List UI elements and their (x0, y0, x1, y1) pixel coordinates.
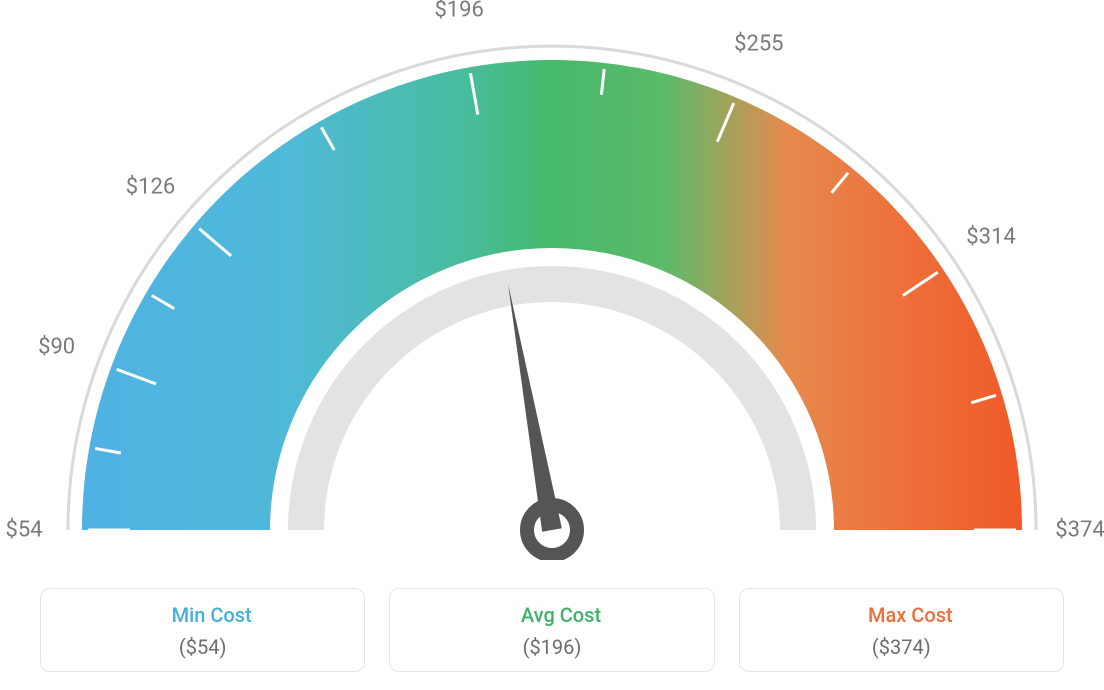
gauge-area: $54 $90 $126 $196 $255 $314 $374 (0, 0, 1104, 560)
gauge-svg (0, 0, 1104, 560)
legend-title: Min Cost (41, 603, 364, 627)
legend-value: ($196) (390, 635, 713, 659)
tick-label: $126 (126, 175, 175, 200)
legend-card-min: Min Cost ($54) (40, 588, 365, 672)
legend-card-max: Max Cost ($374) (739, 588, 1064, 672)
legend-title: Max Cost (740, 603, 1063, 627)
tick-label: $196 (434, 0, 483, 23)
tick-label: $314 (966, 224, 1015, 249)
legend-value: ($54) (41, 635, 364, 659)
legend-value: ($374) (740, 635, 1063, 659)
needle (508, 284, 562, 532)
tick-label: $374 (1055, 518, 1104, 543)
cost-gauge-chart: $54 $90 $126 $196 $255 $314 $374 Min Cost ($54)… (0, 0, 1104, 690)
legend-card-avg: Avg Cost ($196) (389, 588, 714, 672)
tick-label: $54 (5, 518, 42, 543)
legend-title: Avg Cost (390, 603, 713, 627)
tick-label: $90 (38, 335, 75, 360)
tick-label: $255 (734, 32, 783, 57)
legend-row: Min Cost ($54) Avg Cost ($196) Max Cost ($374… (0, 588, 1104, 672)
